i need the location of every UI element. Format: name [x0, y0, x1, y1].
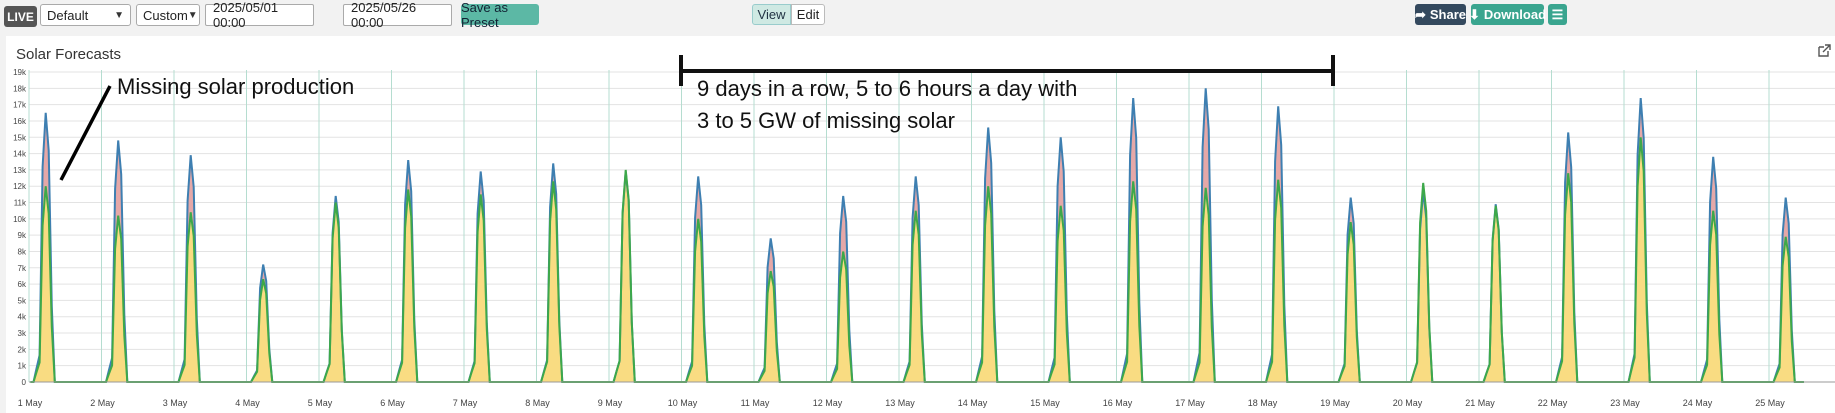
hamburger-menu-icon: ☰ — [1551, 6, 1564, 22]
x-tick-label: 7 May — [453, 398, 478, 408]
range-label-line-1: 9 days in a row, 5 to 6 hours a day with — [697, 76, 1077, 101]
x-tick-label: 17 May — [1175, 398, 1205, 408]
y-tick-label: 19k — [13, 68, 27, 77]
y-tick-label: 16k — [13, 117, 27, 126]
range-select[interactable]: Custom ▼ — [136, 4, 200, 26]
share-icon: ➦ — [1414, 6, 1426, 22]
x-tick-label: 11 May — [741, 398, 770, 408]
preset-select-value: Default — [47, 7, 89, 23]
chevron-down-icon: ▼ — [187, 9, 198, 21]
y-tick-label: 14k — [13, 150, 27, 159]
y-tick-label: 17k — [13, 101, 27, 110]
download-button[interactable]: ⬇ Download — [1469, 4, 1547, 25]
y-tick-label: 9k — [18, 231, 27, 240]
x-tick-label: 16 May — [1103, 398, 1133, 408]
y-tick-label: 2k — [18, 345, 27, 354]
area-series — [30, 88, 1804, 383]
share-button[interactable]: ➦ Share — [1415, 4, 1466, 25]
x-tick-label: 5 May — [308, 398, 333, 408]
y-tick-label: 3k — [18, 329, 27, 338]
x-tick-label: 14 May — [958, 398, 988, 408]
share-label: Share — [1429, 7, 1467, 22]
y-tick-label: 5k — [18, 296, 27, 305]
day-gridlines — [28, 70, 1770, 382]
range-label-line-2: 3 to 5 GW of missing solar — [697, 108, 955, 133]
y-tick-label: 7k — [18, 264, 27, 273]
x-tick-label: 8 May — [525, 398, 550, 408]
external-link-icon[interactable] — [1817, 44, 1831, 58]
download-icon: ⬇ — [1469, 6, 1480, 22]
x-tick-label: 12 May — [813, 398, 843, 408]
x-tick-label: 25 May — [1755, 398, 1785, 408]
y-tick-labels: 0 1k 2k 3k 4k 5k 6k 7k 8k 9k 10k 11k 12k 13k 14k 15k 16k… — [13, 68, 27, 387]
x-tick-label: 23 May — [1610, 398, 1640, 408]
y-tick-label: 6k — [18, 280, 27, 289]
actual-solar-area — [30, 137, 1804, 382]
annotation-layer: Missing solar production 9 days in a row… — [59, 55, 1335, 181]
missing-solar-pointer-line — [59, 85, 112, 181]
y-tick-label: 15k — [13, 133, 27, 142]
panel-title: Solar Forecasts — [16, 46, 122, 63]
live-badge[interactable]: LIVE — [4, 6, 37, 27]
range-select-value: Custom — [143, 7, 188, 23]
x-tick-label: 2 May — [90, 398, 115, 408]
y-tick-label: 1k — [18, 362, 27, 371]
plot-area: 0 1k 2k 3k 4k 5k 6k 7k 8k 9k 10k 11k 12k 13k 14k 15k 16k… — [13, 68, 1835, 408]
x-tick-label: 13 May — [885, 398, 915, 408]
y-tick-label: 13k — [13, 166, 27, 175]
chevron-down-icon: ▼ — [114, 9, 124, 21]
y-tick-label: 0 — [22, 378, 27, 387]
x-tick-labels: 1 May 2 May 3 May 4 May 5 May 6 May 7 May 8 May… — [18, 398, 1786, 408]
y-tick-label: 18k — [13, 84, 27, 93]
preset-select[interactable]: Default ▼ — [40, 4, 131, 26]
x-tick-label: 15 May — [1030, 398, 1060, 408]
save-preset-button[interactable]: Save as Preset — [461, 0, 539, 30]
download-label: Download — [1483, 7, 1547, 22]
edit-toggle-button[interactable]: Edit — [791, 4, 825, 25]
x-tick-label: 20 May — [1393, 398, 1423, 408]
y-tick-label: 8k — [18, 247, 27, 256]
y-tick-label: 10k — [13, 215, 27, 224]
x-tick-label: 6 May — [380, 398, 405, 408]
x-tick-label: 22 May — [1538, 398, 1568, 408]
x-tick-label: 1 May — [18, 398, 43, 408]
x-tick-label: 9 May — [598, 398, 623, 408]
y-tick-label: 12k — [13, 182, 27, 191]
x-tick-label: 24 May — [1683, 398, 1713, 408]
x-tick-label: 21 May — [1465, 398, 1495, 408]
y-tick-label: 4k — [18, 313, 27, 322]
view-toggle-button[interactable]: View — [752, 4, 791, 25]
menu-button[interactable]: ☰ — [1548, 4, 1567, 25]
start-date-input[interactable]: 2025/05/01 00:00 — [205, 0, 314, 30]
x-tick-label: 18 May — [1248, 398, 1278, 408]
toolbar: LIVE Default ▼ Custom ▼ 2025/05/01 00:00… — [0, 0, 1835, 34]
x-tick-label: 3 May — [163, 398, 188, 408]
x-tick-label: 10 May — [668, 398, 698, 408]
x-tick-label: 4 May — [235, 398, 260, 408]
y-tick-label: 11k — [14, 199, 27, 208]
missing-solar-label: Missing solar production — [117, 74, 354, 99]
x-tick-label: 19 May — [1320, 398, 1350, 408]
